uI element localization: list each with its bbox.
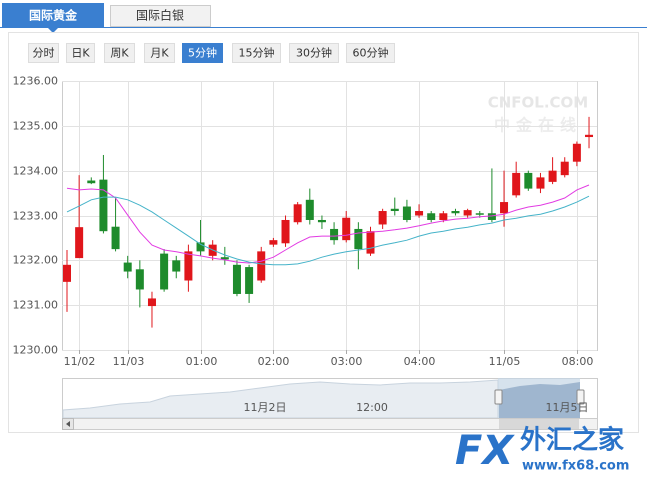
x-tick-label: 11/03 [113,355,145,368]
period-button[interactable] [232,43,281,63]
candle-body [585,134,594,138]
scroll-thumb[interactable] [499,419,579,429]
candle-body [220,257,229,260]
x-tick-label: 03:00 [331,355,363,368]
y-tick-label: 1231.00 [13,299,59,312]
tab[interactable] [110,5,211,27]
candle-body [75,227,84,259]
candle-body [475,213,484,215]
y-tick-label: 1230.00 [13,344,59,357]
candle-body [269,240,278,245]
period-label[interactable]: 分时 [33,47,55,60]
candle-body [172,260,181,272]
y-tick-label: 1236.00 [13,75,59,88]
period-label[interactable]: 周K [110,47,129,60]
candle-body [293,204,302,223]
period-label[interactable]: 日K [71,47,90,60]
x-tick-label: 11/05 [489,355,521,368]
candle-body [135,269,144,290]
candle-body [451,211,460,214]
candle-body [415,211,424,216]
candle-body [281,219,290,244]
period-button[interactable] [144,43,175,63]
x-tick-label: 04:00 [404,355,436,368]
candle-body [500,202,509,214]
candle-body [123,262,132,272]
logo-name: 外汇之家 [520,425,624,456]
navigator-label: 12:00 [356,401,388,414]
candle-body [196,242,205,252]
candle-body [560,161,569,176]
tab-label[interactable]: 国际黄金 [29,8,78,23]
candle-body [160,253,169,290]
tab-label[interactable]: 国际白银 [136,8,184,23]
candle-body [354,228,363,250]
candle-body [317,219,326,223]
y-tick-label: 1233.00 [13,210,59,223]
candle-body [147,298,156,307]
y-tick-label: 1234.00 [13,165,59,178]
candle-body [184,251,193,281]
x-tick-label: 08:00 [562,355,594,368]
candle-body [330,228,339,241]
period-button[interactable] [346,43,395,63]
period-label[interactable]: 15分钟 [239,46,275,60]
candle-body [548,170,557,182]
period-button[interactable] [182,43,223,63]
period-button[interactable] [104,43,135,63]
period-label[interactable]: 30分钟 [296,46,332,60]
candle-body [536,177,545,189]
candle-body [342,217,351,241]
watermark: CNFOL.COM [488,94,589,112]
candle-body [572,143,581,162]
x-tick-label: 02:00 [258,355,290,368]
candle-body [63,264,71,282]
navigator-area [62,379,499,419]
candle-body [427,213,436,220]
candle-body [512,172,521,196]
period-button[interactable] [289,43,339,63]
candle-body [390,208,399,212]
panel [8,32,639,433]
candle-body [305,199,314,220]
navigator-handle[interactable] [576,389,585,405]
candle-body [99,179,108,232]
x-tick-label: 11/02 [64,355,96,368]
candle-body [439,213,448,220]
logo-mark: FX [455,428,515,474]
candle-body [487,213,496,220]
candle-body [257,251,266,281]
candle-body [524,172,533,189]
candle-body [232,264,241,294]
ma-line [66,184,590,264]
y-tick-label: 1235.00 [13,120,59,133]
candle-body [87,180,96,184]
arrow [66,421,70,427]
navigator-area [499,382,580,418]
y-tick-label: 1232.00 [13,254,59,267]
period-button[interactable] [66,43,95,63]
ma-line [66,195,590,266]
watermark: 中金在线 [494,116,582,135]
navigator-label: 11月5日 [546,401,589,414]
period-label[interactable]: 5分钟 [188,46,217,60]
logo-url: www.fx68.com [522,459,629,474]
candle-body [111,226,120,250]
candle-body [245,267,254,294]
candle-body [402,206,411,220]
navigator-label: 11月2日 [244,401,287,414]
candle-body [378,211,387,225]
candle-body [366,231,375,254]
period-label[interactable]: 60分钟 [353,46,389,60]
period-label[interactable]: 月K [150,47,169,60]
x-tick-label: 01:00 [186,355,218,368]
navigator-handle[interactable] [494,389,503,405]
tab-active[interactable] [2,3,104,27]
candle-body [463,210,472,216]
period-button[interactable] [28,43,59,63]
tab-pointer [47,27,59,33]
